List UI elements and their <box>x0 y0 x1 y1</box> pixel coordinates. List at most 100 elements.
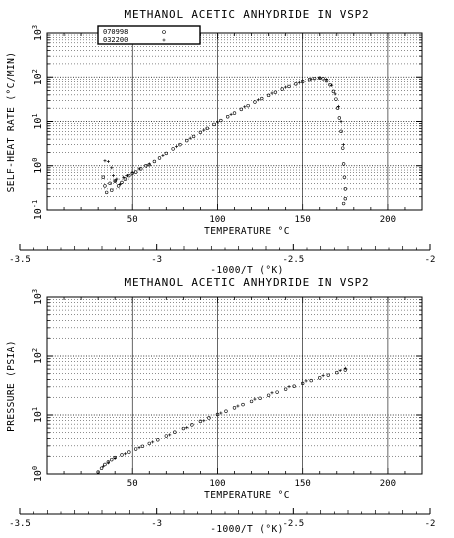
data-point <box>130 171 134 175</box>
secondary-x-axis-label: -1000/T (°K) <box>210 265 283 276</box>
y-tick-label: 101 <box>31 407 44 423</box>
data-point <box>335 370 339 375</box>
y-tick-label: 102 <box>31 348 44 364</box>
data-point <box>122 175 126 179</box>
data-point <box>339 129 343 134</box>
data-point <box>106 159 110 163</box>
data-point <box>185 426 189 430</box>
data-point <box>156 438 160 442</box>
data-point <box>328 82 332 87</box>
data-point <box>215 412 220 417</box>
chart-title: METHANOL ACETIC ANHYDRIDE IN VSP2 <box>125 276 370 289</box>
plot-frame <box>46 296 423 475</box>
data-point <box>101 175 105 179</box>
y-tick-label: 100 <box>31 158 44 174</box>
data-point <box>338 368 342 372</box>
data-point <box>123 452 127 456</box>
data-point <box>266 393 271 397</box>
data-point <box>123 177 128 181</box>
data-point <box>343 197 347 201</box>
data-point <box>239 107 244 112</box>
data-point <box>292 384 296 388</box>
x-axis-label: TEMPERATURE °C <box>204 226 290 237</box>
y-tick-label: 103 <box>31 289 44 305</box>
data-point <box>185 138 189 143</box>
data-point <box>275 390 279 394</box>
data-point <box>164 151 169 156</box>
data-point <box>343 366 347 370</box>
tick-marks <box>47 33 422 210</box>
data-point <box>205 126 209 131</box>
data-point <box>253 100 257 104</box>
data-point <box>164 434 169 438</box>
data-point <box>241 402 245 407</box>
data-point <box>326 373 330 377</box>
data-point <box>287 84 291 89</box>
data-point <box>219 411 223 415</box>
data-point <box>110 188 114 192</box>
data-point <box>212 122 216 127</box>
data-point <box>294 82 298 86</box>
data-point <box>111 174 115 178</box>
data-point <box>321 374 325 378</box>
data-point <box>253 397 257 401</box>
y-tick-labels: 100 101 102 103 <box>31 289 44 482</box>
data-point <box>283 387 288 391</box>
data-point <box>103 159 107 163</box>
data-point <box>300 381 305 386</box>
data-point <box>191 134 196 139</box>
data-point <box>125 174 129 178</box>
y-tick-labels: 10-1 100 101 102 103 <box>31 25 44 220</box>
secondary-tick-label: -2 <box>425 519 436 529</box>
data-point <box>110 166 114 170</box>
data-point <box>309 77 313 81</box>
data-point <box>133 447 138 451</box>
y-tick-label: 100 <box>31 466 44 482</box>
x-tick-label: 200 <box>380 215 396 225</box>
data-point <box>202 419 206 423</box>
secondary-tick-label: -3 <box>151 519 162 529</box>
secondary-x-axis: -3.5 -3 -2.5 -2 <box>9 508 435 529</box>
data-point <box>266 93 271 98</box>
x-tick-label: 200 <box>380 479 396 489</box>
data-point <box>225 115 230 119</box>
data-point <box>312 76 317 81</box>
data-point <box>137 167 141 171</box>
data-point <box>133 170 138 174</box>
gridlines <box>47 297 422 474</box>
data-point <box>178 142 182 147</box>
pressure-chart: METHANOL ACETIC ANHYDRIDE IN VSP2 100 101… <box>6 276 435 535</box>
data-point <box>147 162 151 166</box>
x-axis-label: TEMPERATURE °C <box>204 490 290 501</box>
data-point <box>147 441 151 446</box>
data-point <box>273 90 278 94</box>
data-point <box>120 453 124 457</box>
data-point <box>260 96 264 101</box>
data-point <box>330 83 334 87</box>
data-point <box>256 98 260 102</box>
x-tick-label: 150 <box>295 215 311 225</box>
data-point <box>287 385 291 389</box>
data-point <box>113 456 117 460</box>
data-point <box>325 78 329 82</box>
x-tick-label: 50 <box>127 215 138 225</box>
legend-box <box>97 25 201 45</box>
data-point <box>190 423 194 427</box>
data-point <box>144 164 148 168</box>
data-point <box>337 116 342 120</box>
data-point <box>101 464 105 468</box>
y-tick-label: 101 <box>31 113 44 129</box>
y-axis-label: PRESSURE (PSIA) <box>6 340 17 432</box>
data-point <box>115 177 119 181</box>
data-point <box>307 78 312 82</box>
data-point <box>175 145 179 149</box>
data-point <box>270 91 274 95</box>
self-heat-rate-chart: METHANOL ACETIC ANHYDRIDE IN VSP2 10-110… <box>6 8 435 276</box>
legend-entry-2: 032200 <box>103 36 128 44</box>
data-point <box>137 446 141 450</box>
legend-marker-2 <box>162 38 166 42</box>
data-point <box>120 180 124 185</box>
data-point <box>341 146 345 150</box>
data-point <box>309 378 313 383</box>
data-point <box>151 440 155 444</box>
